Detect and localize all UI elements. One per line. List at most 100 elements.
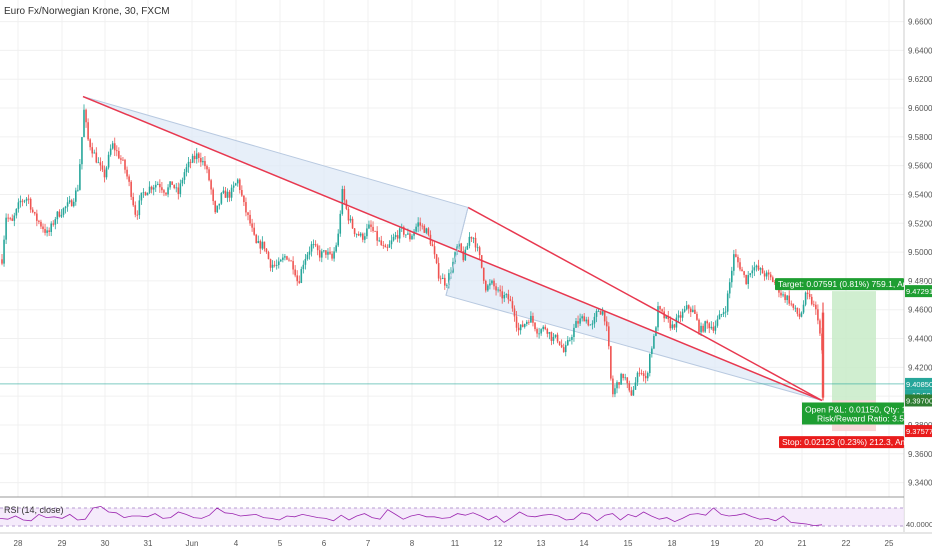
candle-body bbox=[179, 183, 182, 194]
rsi-indicator-label: RSI (14, close) bbox=[4, 505, 64, 515]
candle-body bbox=[692, 309, 694, 312]
candle-body bbox=[111, 143, 114, 149]
candle-body bbox=[277, 261, 280, 266]
candle-body bbox=[214, 201, 216, 213]
candle-body bbox=[296, 275, 298, 282]
candle-body bbox=[109, 148, 112, 155]
candle-body bbox=[706, 321, 708, 324]
price-tick-label: 9.42000 bbox=[908, 363, 932, 372]
candle-body bbox=[761, 268, 764, 274]
candle-body bbox=[54, 219, 57, 225]
candle-body bbox=[696, 313, 698, 320]
candle-body bbox=[501, 291, 503, 299]
candle-body bbox=[409, 233, 411, 240]
candle-body bbox=[810, 296, 813, 305]
candle-body bbox=[731, 270, 733, 283]
candle-body bbox=[329, 251, 331, 254]
candle-body bbox=[659, 306, 661, 310]
candle-body bbox=[716, 319, 719, 326]
candle-body bbox=[427, 228, 430, 235]
price-tick-label: 9.54000 bbox=[908, 190, 932, 199]
candle-body bbox=[384, 245, 387, 248]
candle-body bbox=[5, 217, 7, 240]
candle-body bbox=[677, 315, 680, 318]
candle-body bbox=[507, 294, 510, 300]
candle-body bbox=[466, 245, 469, 250]
candle-body bbox=[560, 344, 563, 348]
candle-body bbox=[806, 292, 809, 295]
candle-body bbox=[1, 259, 3, 264]
candle-body bbox=[562, 347, 565, 353]
candle-body bbox=[765, 272, 768, 277]
stop-price-box-bg bbox=[905, 425, 932, 438]
time-tick-label: 29 bbox=[58, 539, 67, 548]
candle-body bbox=[318, 250, 321, 258]
candle-body bbox=[587, 319, 590, 326]
candle-body bbox=[413, 231, 415, 236]
time-tick-label: 21 bbox=[798, 539, 807, 548]
candle-body bbox=[91, 147, 93, 154]
candle-body bbox=[29, 198, 32, 210]
candle-body bbox=[154, 184, 157, 188]
candle-body bbox=[150, 186, 153, 190]
candle-body bbox=[366, 228, 368, 237]
candle-body bbox=[300, 269, 303, 283]
candle-body bbox=[605, 321, 608, 327]
candle-body bbox=[403, 226, 405, 235]
candle-body bbox=[817, 309, 819, 321]
candle-body bbox=[632, 389, 635, 396]
time-tick-label: 18 bbox=[668, 539, 677, 548]
candle-body bbox=[42, 226, 44, 230]
candle-body bbox=[273, 264, 276, 266]
candle-body bbox=[44, 229, 46, 233]
candle-body bbox=[89, 139, 91, 148]
candle-body bbox=[591, 323, 594, 325]
candle-body bbox=[308, 251, 311, 255]
candle-body bbox=[480, 255, 483, 268]
candle-body bbox=[275, 265, 278, 266]
price-tick-label: 9.66000 bbox=[908, 18, 932, 27]
rr-label: Risk/Reward Ratio: 3.58 bbox=[817, 413, 909, 423]
candle-body bbox=[321, 251, 323, 258]
candle-body bbox=[165, 192, 167, 195]
candle-body bbox=[722, 312, 725, 315]
time-tick-label: 28 bbox=[14, 539, 23, 548]
time-tick-label: 8 bbox=[410, 539, 415, 548]
candle-body bbox=[450, 272, 452, 274]
candle-body bbox=[673, 324, 676, 328]
candle-body bbox=[247, 212, 249, 215]
candle-body bbox=[546, 329, 549, 334]
candle-body bbox=[671, 324, 674, 329]
candle-body bbox=[36, 213, 38, 221]
candle-body bbox=[191, 155, 194, 163]
candle-body bbox=[122, 159, 124, 161]
candle-body bbox=[544, 326, 547, 330]
candle-body bbox=[288, 259, 290, 261]
candle-body bbox=[595, 311, 598, 317]
candle-body bbox=[616, 382, 618, 389]
candle-body bbox=[794, 307, 797, 309]
candle-body bbox=[472, 237, 475, 239]
candle-body bbox=[679, 315, 682, 318]
candle-body bbox=[175, 187, 178, 189]
candle-body bbox=[292, 261, 294, 270]
candle-body bbox=[144, 192, 147, 196]
candle-body bbox=[491, 280, 493, 284]
candle-body bbox=[124, 159, 126, 170]
candle-body bbox=[548, 332, 551, 334]
candle-body bbox=[536, 329, 538, 334]
candle-body bbox=[474, 237, 477, 248]
candle-body bbox=[99, 162, 102, 166]
candle-body bbox=[439, 278, 442, 280]
candle-body bbox=[378, 240, 380, 242]
candle-body bbox=[759, 268, 762, 270]
candle-body bbox=[173, 184, 175, 188]
candle-body bbox=[323, 250, 325, 252]
candle-body bbox=[364, 236, 366, 240]
candle-body bbox=[347, 208, 350, 221]
candle-body bbox=[253, 227, 255, 235]
candle-body bbox=[161, 187, 163, 191]
candle-body bbox=[374, 230, 376, 232]
candle-body bbox=[195, 153, 198, 160]
